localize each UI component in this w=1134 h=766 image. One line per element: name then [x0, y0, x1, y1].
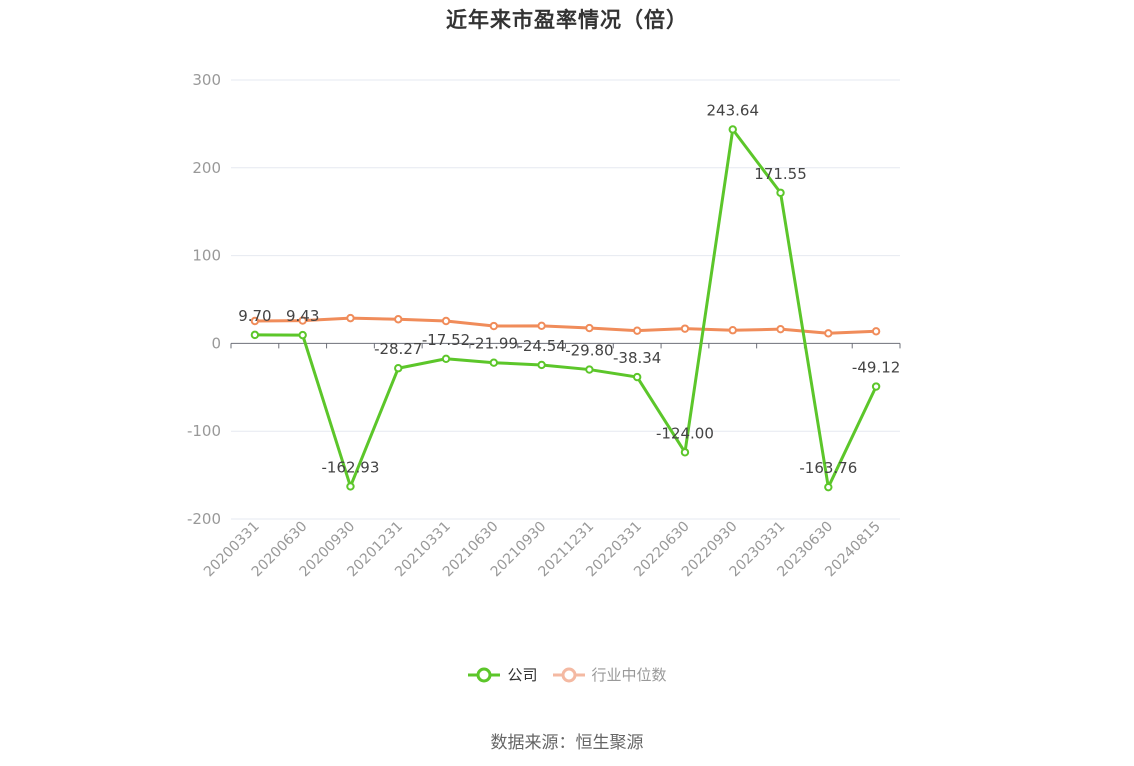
y-tick-label: 100 — [192, 247, 221, 265]
industry-data-point — [250, 316, 260, 326]
industry-data-point — [489, 321, 499, 331]
company-data-point — [632, 372, 642, 382]
industry-data-point — [871, 327, 881, 336]
company-data-label: -38.34 — [613, 349, 661, 367]
company-data-point — [394, 364, 403, 373]
industry-data-point — [728, 326, 737, 335]
company-data-point — [680, 448, 690, 457]
company-data-point — [728, 125, 737, 134]
company-data-point — [250, 330, 260, 340]
data-source: 数据来源：恒生聚源 — [490, 733, 644, 753]
chart-legend: 公司 行业中位数 — [0, 664, 1134, 685]
industry-data-point — [441, 316, 451, 326]
company-data-point — [871, 382, 881, 391]
company-data-label: 9.43 — [286, 307, 319, 325]
company-data-label: -49.12 — [852, 359, 900, 377]
company-data-label: -163.76 — [799, 459, 857, 477]
company-data-label: -17.52 — [422, 331, 470, 349]
industry-data-point — [394, 315, 403, 324]
company-data-label: 243.64 — [707, 101, 760, 119]
company-data-point — [824, 482, 833, 492]
series-lines — [250, 125, 881, 492]
y-tick-label: -200 — [187, 510, 221, 528]
industry-data-point — [585, 323, 594, 333]
y-tick-label: 200 — [192, 159, 221, 177]
pe-ratio-line-chart: 3002001000-100-2002020033120200630202009… — [187, 71, 901, 580]
grid-lines — [231, 79, 900, 520]
industry-data-point — [776, 324, 785, 334]
legend-item-industry-median[interactable]: 行业中位数 — [552, 664, 667, 685]
company-data-point — [537, 360, 546, 370]
y-tick-label: -100 — [187, 422, 221, 440]
company-data-label: -21.99 — [470, 335, 518, 353]
legend-industry-marker-icon — [552, 667, 585, 682]
industry-data-point — [824, 329, 833, 338]
industry-median-series-line — [254, 316, 877, 335]
legend-item-company[interactable]: 公司 — [467, 664, 538, 685]
company-data-label: 9.70 — [238, 307, 271, 325]
company-data-label: 171.55 — [754, 165, 807, 183]
company-data-point — [298, 330, 307, 340]
company-data-point — [585, 365, 594, 374]
legend-company-label: 公司 — [507, 666, 538, 684]
company-data-label: -124.00 — [656, 424, 714, 442]
legend-industry-label: 行业中位数 — [591, 666, 667, 684]
data-labels: 9.70 9.43-162.93-28.27-17.52 -21.99 -24.54-… — [238, 101, 900, 477]
company-data-point — [346, 482, 355, 491]
industry-data-point — [298, 316, 307, 325]
industry-data-point — [346, 313, 355, 323]
company-data-label: -29.80 — [565, 342, 613, 360]
y-tick-label: 300 — [192, 71, 221, 89]
industry-data-point — [632, 326, 642, 335]
company-data-label: -24.54 — [517, 337, 565, 355]
chart-title: 近年来市盈率情况（倍） — [446, 8, 688, 32]
company-data-label: -162.93 — [322, 458, 380, 476]
legend-company-marker-icon — [468, 667, 501, 682]
y-tick-label: 0 — [211, 334, 221, 352]
company-data-point — [776, 188, 785, 197]
company-data-point — [489, 358, 499, 367]
company-data-point — [441, 354, 451, 363]
company-series-line — [254, 127, 878, 489]
industry-data-point — [680, 324, 690, 333]
company-data-label: -28.27 — [374, 340, 422, 358]
industry-data-point — [537, 321, 546, 331]
